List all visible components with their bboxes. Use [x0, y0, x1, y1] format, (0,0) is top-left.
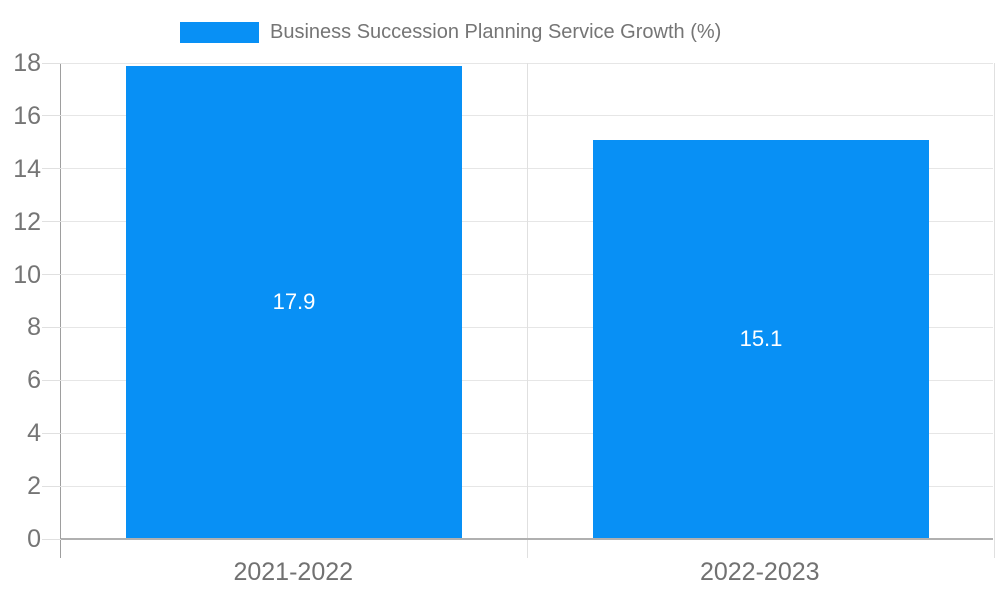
category-divider [527, 63, 528, 558]
y-tick-label: 10 [13, 260, 41, 289]
bar[interactable]: 17.9 [126, 65, 462, 539]
y-axis-tick [42, 379, 61, 381]
legend-swatch [180, 22, 259, 43]
y-axis-tick [42, 62, 61, 64]
y-tick-label: 12 [13, 207, 41, 236]
bar-value-label: 15.1 [739, 326, 783, 352]
bar[interactable]: 15.1 [593, 139, 929, 539]
y-tick-label: 6 [27, 366, 41, 395]
y-tick-label: 16 [13, 101, 41, 130]
x-axis-line [61, 538, 993, 540]
y-axis-tick [42, 432, 61, 434]
y-axis-tick [42, 538, 61, 540]
y-axis-bottom-tick [60, 539, 61, 558]
y-axis-tick [42, 168, 61, 170]
y-tick-label: 4 [27, 419, 41, 448]
y-axis-tick [42, 221, 61, 223]
y-axis-tick [42, 274, 61, 276]
y-tick-label: 2 [27, 472, 41, 501]
x-tick-label: 2022-2023 [699, 558, 820, 586]
y-tick-label: 18 [13, 49, 41, 77]
category-divider [993, 63, 995, 558]
plot-area: 17.9 15.1 [42, 62, 995, 558]
y-tick-label: 8 [27, 313, 41, 342]
y-axis-tick [42, 485, 61, 487]
y-tick-label: 14 [13, 154, 41, 183]
legend-label: Business Succession Planning Service Gro… [270, 21, 722, 43]
y-axis-tick [42, 326, 61, 328]
x-tick-label: 2021-2022 [233, 558, 354, 586]
y-tick-label: 0 [27, 525, 41, 553]
bar-value-label: 17.9 [272, 289, 316, 315]
y-axis: 0 2 4 6 8 10 12 14 16 18 [0, 51, 41, 552]
y-axis-tick [42, 115, 61, 117]
chart-legend[interactable]: Business Succession Planning Service Gro… [180, 21, 722, 43]
x-axis: 2021-2022 2022-2023 [60, 560, 993, 590]
